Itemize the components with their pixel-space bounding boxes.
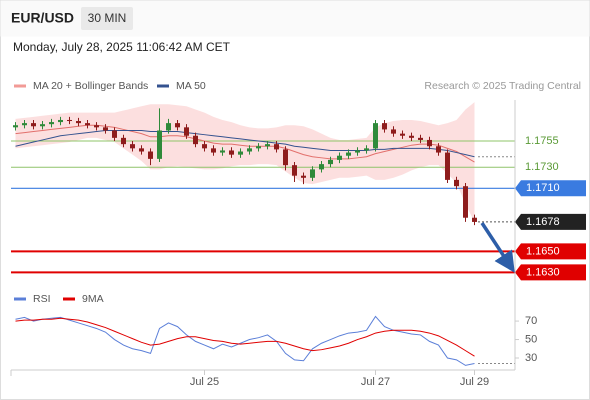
timeframe[interactable]: 30 MIN [88,11,127,25]
candle-body [256,146,261,149]
candle-body [112,130,117,138]
candle-body [337,155,342,160]
legend-label: RSI [33,293,51,305]
candle-body [103,127,108,131]
candle-body [292,165,297,176]
candle-body [463,186,468,218]
candle-body [31,123,36,127]
level-label: 1.1650 [526,245,560,257]
level-box [515,243,586,260]
candle-body [445,152,450,180]
symbol: EUR/USD [11,10,74,26]
candle-body [211,148,216,153]
y-tick-label: 70 [525,315,537,327]
x-tick-label: Jul 27 [361,376,390,388]
level-label: 1.1755 [525,135,559,147]
ma-line [15,129,475,158]
level-label: 1.1710 [526,182,560,194]
y-tick-label: 50 [525,333,537,345]
candle-body [148,151,153,159]
bollinger-band [15,102,475,222]
candle-body [13,125,18,128]
candle-body [283,149,288,166]
level-box [515,180,586,197]
candle-body [328,159,333,165]
candle-body [76,121,81,124]
level-box [515,264,586,281]
legend-label: MA 50 [176,80,206,92]
indicator-line [15,317,475,357]
candle-body [364,148,369,151]
candle-body [346,152,351,156]
candle-body [355,150,360,153]
candle-body [85,123,90,126]
timestamp: Monday, July 28, 2025 11:06:42 AM CET [13,40,231,54]
candle-body [184,127,189,136]
candle-body [229,150,234,155]
y-tick-label: 30 [525,352,537,364]
candle-body [121,137,126,145]
plot-area: 1.1755 1.1730 1.1710 1.1678 1.1650 1.1630 Jul … [11,80,586,388]
candle-body [418,137,423,140]
candle-body [166,123,171,131]
candle-body [58,119,63,123]
timeframe-box[interactable] [81,7,133,30]
candle-body [274,144,279,150]
x-tick-label: Jul 25 [190,376,219,388]
candle-body [193,135,198,145]
candle-body [436,146,441,153]
candle-body [310,169,315,178]
candle-body [49,122,54,125]
candle-body [220,150,225,153]
candle-body [40,124,45,127]
level-label: 1.1730 [525,161,559,173]
candle-body [400,133,405,136]
candle-body [472,217,477,222]
candle-body [22,123,27,126]
candle-body [391,129,396,134]
candle-body [454,179,459,187]
candle-body [409,135,414,138]
level-label: 1.1678 [526,216,560,228]
legend-label: 9MA [82,293,104,305]
indicator-line [15,315,475,366]
candle-body [265,144,270,147]
forecast-arrow [480,222,515,273]
candle-body [427,139,432,147]
candle-body [139,148,144,152]
candle-body [382,123,387,130]
candle-body [238,151,243,155]
candle-body [202,144,207,149]
level-box [515,213,586,230]
level-label: 1.1630 [526,266,560,278]
candle-body [67,119,72,122]
candle-body [130,144,135,149]
candle-body [301,175,306,178]
candle-body [319,164,324,170]
x-tick-label: Jul 29 [460,376,489,388]
source: Research © 2025 Trading Central [424,80,581,92]
candle-body [175,123,180,128]
candle-body [247,148,252,152]
candle-body [373,123,378,149]
legend-label: MA 20 + Bollinger Bands [33,80,148,92]
candle-body [94,125,99,128]
candle-body [157,130,162,159]
